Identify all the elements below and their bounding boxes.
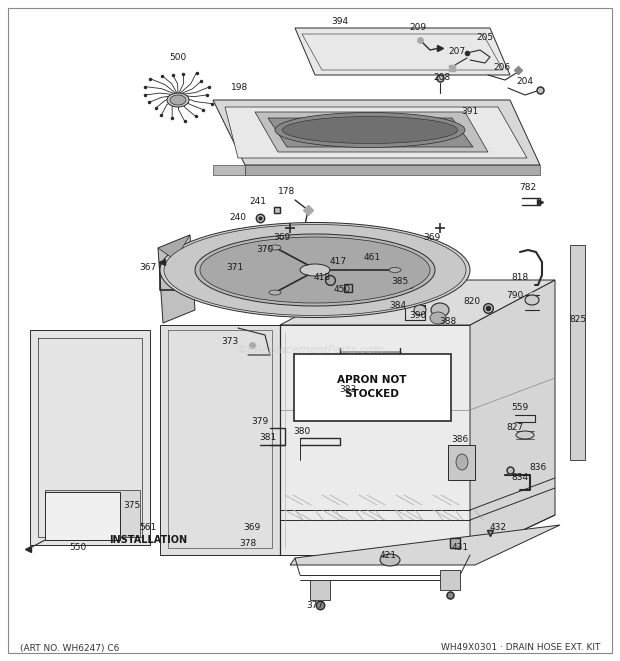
Text: 378: 378 [239,539,257,547]
Text: 178: 178 [278,188,296,196]
Polygon shape [255,112,488,152]
Text: 373: 373 [221,338,239,346]
Ellipse shape [160,223,470,317]
Polygon shape [30,330,150,545]
Text: 432: 432 [490,524,507,533]
Polygon shape [290,525,560,565]
Ellipse shape [269,245,281,250]
Ellipse shape [200,237,430,303]
Text: 417: 417 [329,258,347,266]
FancyBboxPatch shape [294,354,451,421]
Text: 431: 431 [451,543,469,553]
Text: 367: 367 [140,264,157,272]
Ellipse shape [431,303,449,317]
Text: 198: 198 [231,83,249,93]
Text: 205: 205 [476,34,494,42]
Polygon shape [440,570,460,590]
Text: 827: 827 [507,424,523,432]
Ellipse shape [275,112,465,147]
Text: 369: 369 [273,233,291,243]
Text: 394: 394 [332,17,348,26]
Ellipse shape [456,454,468,470]
Ellipse shape [430,312,446,324]
Ellipse shape [195,234,435,306]
Text: (ART NO. WH6247) C6: (ART NO. WH6247) C6 [20,644,120,652]
Polygon shape [570,245,585,460]
Text: 390: 390 [409,311,427,319]
Polygon shape [280,325,470,555]
Text: 386: 386 [451,436,469,444]
Text: 561: 561 [140,524,157,533]
Polygon shape [45,492,120,540]
Text: 381: 381 [259,434,277,442]
Text: 370: 370 [257,245,273,254]
Text: 371: 371 [226,264,244,272]
Polygon shape [295,28,510,75]
Ellipse shape [516,431,534,439]
Ellipse shape [164,225,466,315]
Polygon shape [448,445,475,480]
Ellipse shape [269,290,281,295]
Polygon shape [268,118,473,147]
Text: 450: 450 [334,286,350,295]
Text: 384: 384 [389,301,407,309]
Text: 379: 379 [251,418,268,426]
Text: 500: 500 [169,54,187,63]
Polygon shape [45,490,140,537]
Text: 421: 421 [379,551,397,559]
Text: 836: 836 [529,463,547,473]
Text: 385: 385 [391,278,409,286]
Polygon shape [160,325,280,555]
Text: 240: 240 [229,214,247,223]
Text: 208: 208 [433,73,451,83]
Text: 818: 818 [512,274,529,282]
Polygon shape [158,235,195,323]
Polygon shape [213,165,245,175]
Text: 369: 369 [423,233,441,243]
Polygon shape [225,107,527,158]
Text: ©eReplacementParts.com: ©eReplacementParts.com [236,345,384,355]
Text: 825: 825 [569,315,587,325]
Text: 380: 380 [293,428,311,436]
Text: 383: 383 [339,385,356,395]
Text: 834: 834 [512,473,529,483]
Text: 206: 206 [494,63,510,73]
Text: 550: 550 [69,543,87,553]
Text: 391: 391 [461,108,479,116]
Polygon shape [470,280,555,555]
Text: 461: 461 [363,254,381,262]
Text: 418: 418 [314,274,330,282]
Text: INSTALLATION: INSTALLATION [109,535,187,545]
Polygon shape [213,100,540,165]
Ellipse shape [170,95,186,105]
Text: 207: 207 [448,48,466,56]
Text: 241: 241 [249,198,267,206]
Ellipse shape [283,116,458,143]
Ellipse shape [414,305,426,315]
Ellipse shape [300,264,330,276]
Text: 375: 375 [123,500,141,510]
Text: 209: 209 [409,24,427,32]
Ellipse shape [389,268,401,272]
Polygon shape [310,580,330,600]
Text: 377: 377 [306,600,324,609]
Ellipse shape [525,295,539,305]
Text: 204: 204 [516,77,533,87]
Ellipse shape [380,554,400,566]
Text: APRON NOT
STOCKED: APRON NOT STOCKED [337,375,407,399]
Text: 388: 388 [440,317,456,327]
Polygon shape [158,235,190,260]
Text: 369: 369 [244,524,260,533]
Text: 782: 782 [520,184,536,192]
Text: 559: 559 [512,403,529,412]
Text: 820: 820 [463,297,480,307]
Ellipse shape [167,93,189,107]
Text: WH49X0301 · DRAIN HOSE EXT. KIT: WH49X0301 · DRAIN HOSE EXT. KIT [441,644,600,652]
Polygon shape [245,165,540,175]
Polygon shape [280,280,555,325]
Text: 790: 790 [507,290,524,299]
